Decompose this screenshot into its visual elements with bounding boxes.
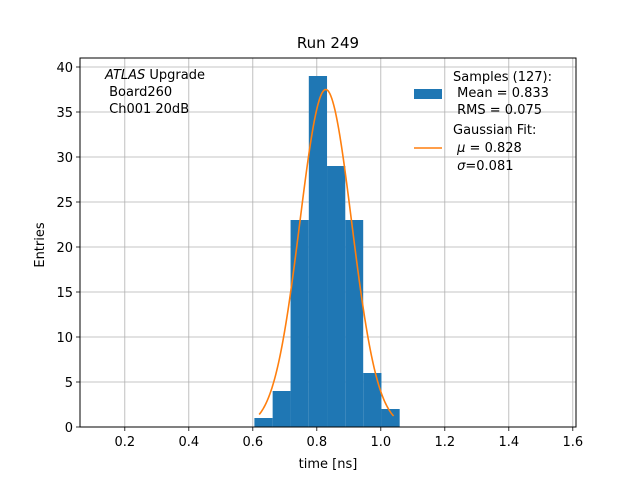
y-tick-label: 0 [65, 421, 73, 436]
histogram-bar [272, 391, 291, 427]
atlas-annotation: ATLAS Upgrade Board260 Ch001 20dB [104, 68, 205, 117]
legend-samples-label: Samples (127): [453, 70, 552, 85]
gaussian-fit-layer [258, 88, 395, 417]
y-tick-label: 35 [56, 106, 73, 121]
y-tick-label: 40 [56, 61, 73, 76]
y-tick-label: 25 [56, 196, 73, 211]
legend-fit-mu: μ = 0.828 [453, 141, 522, 156]
histogram-bar [254, 418, 273, 427]
legend: Samples (127): Mean = 0.833 RMS = 0.075 … [414, 70, 552, 174]
x-tick-label: 0.4 [178, 435, 199, 450]
y-tick-label: 5 [65, 376, 73, 391]
x-tick-label: 0.2 [114, 435, 135, 450]
chart-title: Run 249 [297, 34, 359, 52]
legend-sigma-symbol: σ [457, 159, 466, 174]
y-tick-label: 10 [56, 331, 73, 346]
histogram-bar [327, 166, 346, 427]
legend-sigma-value: =0.081 [465, 159, 513, 174]
x-tick-label: 0.8 [306, 435, 327, 450]
x-axis-label: time [ns] [299, 457, 358, 472]
annotation-line-3: Ch001 20dB [105, 102, 189, 117]
y-tick-label: 15 [56, 286, 73, 301]
legend-mu-symbol: μ [456, 141, 465, 156]
annotation-atlas: ATLAS [104, 68, 145, 83]
histogram-bar [363, 373, 382, 427]
y-tick-label: 30 [56, 151, 73, 166]
legend-fit-sigma: σ=0.081 [453, 159, 514, 174]
histogram-bar [290, 220, 309, 427]
legend-samples-rms: RMS = 0.075 [453, 103, 542, 118]
annotation-upgrade: Upgrade [145, 68, 205, 83]
x-tick-label: 0.6 [242, 435, 263, 450]
gaussian-fit-line [258, 88, 395, 417]
legend-samples-mean: Mean = 0.833 [453, 86, 549, 101]
x-tick-label: 1.6 [562, 435, 583, 450]
annotation-line-2: Board260 [105, 85, 172, 100]
legend-mu-value: = 0.828 [465, 141, 521, 156]
histogram-bar [381, 409, 400, 427]
histogram-bar [345, 220, 364, 427]
x-tick-label: 1.0 [370, 435, 391, 450]
x-tick-label: 1.4 [498, 435, 519, 450]
axis-ticks: 0.2 0.4 0.6 0.8 1.0 1.2 1.4 1.6 0 5 10 15 20 25 30 35 40 [56, 61, 583, 450]
annotation-line-1: ATLAS Upgrade [104, 68, 205, 83]
y-tick-label: 20 [56, 241, 73, 256]
legend-samples-swatch [414, 89, 442, 99]
plot-frame [79, 57, 577, 428]
legend-fit-label: Gaussian Fit: [453, 123, 536, 138]
y-axis-label: Entries [33, 222, 48, 268]
histogram-bars [254, 76, 400, 427]
histogram-bar [308, 76, 328, 427]
x-tick-label: 1.2 [434, 435, 455, 450]
